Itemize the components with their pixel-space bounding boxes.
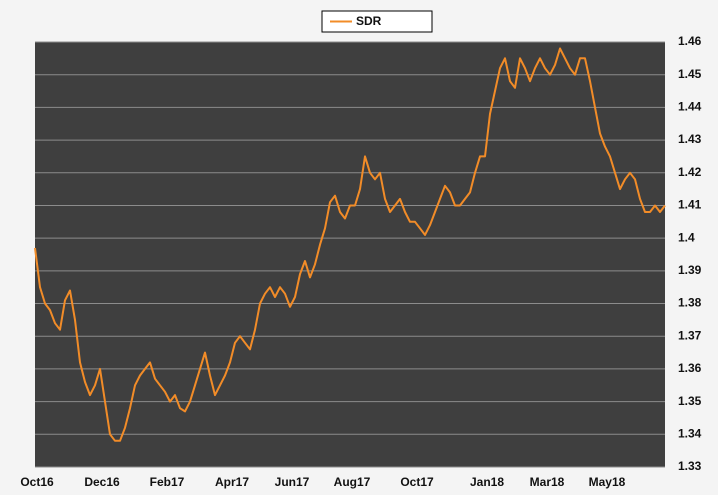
x-tick-label: Aug17 [334, 475, 371, 489]
y-tick-label: 1.43 [678, 132, 702, 146]
x-tick-label: Dec16 [84, 475, 120, 489]
y-tick-label: 1.34 [678, 426, 702, 440]
x-tick-label: May18 [589, 475, 626, 489]
series-line [34, 47, 666, 442]
labels: 1.33 1.34 1.35 1.36 1.37 1.38 1.39 1.4 1.41 1.42 1… [20, 34, 701, 489]
y-tick-label: 1.33 [678, 459, 702, 473]
y-tick-label: 1.45 [678, 67, 702, 81]
y-tick-label: 1.44 [678, 100, 702, 114]
x-tick-label: Oct17 [400, 475, 434, 489]
grid [35, 41, 665, 468]
x-tick-label: Oct16 [20, 475, 54, 489]
legend-box [321, 10, 433, 33]
y-tick-label: 1.42 [678, 165, 702, 179]
plot-area [35, 42, 665, 467]
y-tick-label: 1.35 [678, 394, 702, 408]
y-tick-label: 1.4 [678, 230, 695, 244]
y-tick-label: 1.46 [678, 34, 702, 48]
legend: SDR [330, 14, 382, 28]
y-tick-label: 1.39 [678, 263, 702, 277]
y-tick-label: 1.41 [678, 198, 702, 212]
legend-label: SDR [356, 14, 382, 28]
y-tick-label: 1.37 [678, 328, 702, 342]
x-tick-label: Jan18 [470, 475, 504, 489]
x-tick-label: Jun17 [275, 475, 310, 489]
x-tick-label: Mar18 [530, 475, 565, 489]
series [34, 47, 666, 442]
x-tick-label: Apr17 [215, 475, 249, 489]
y-tick-label: 1.38 [678, 296, 702, 310]
y-tick-label: 1.36 [678, 361, 702, 375]
x-tick-label: Feb17 [150, 475, 185, 489]
